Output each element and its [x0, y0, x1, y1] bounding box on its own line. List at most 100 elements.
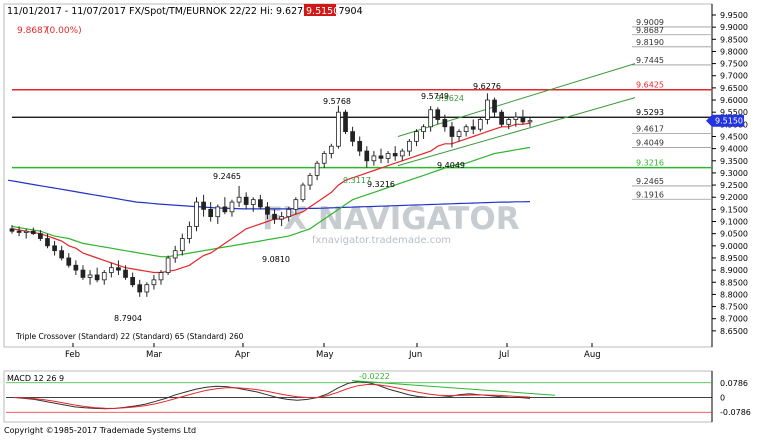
current-price-badge	[706, 114, 744, 127]
candle-body-30	[222, 206, 228, 213]
candle-body-63	[456, 131, 462, 137]
ma65-line	[11, 146, 531, 258]
candle-body-68	[492, 99, 497, 113]
candle-body-70	[506, 119, 512, 125]
price-annotation-5: 8.7904	[114, 314, 142, 323]
level-label-10: 9.1916	[636, 190, 664, 199]
candle-body-25	[187, 225, 192, 239]
level-label-9: 9.2465	[636, 177, 664, 186]
price-annotation-2: 9.6276	[473, 82, 501, 91]
candle-body-48	[350, 131, 355, 142]
candle-body-62	[449, 126, 455, 137]
price-tick-label-10: 9.4500	[720, 132, 748, 141]
price-tick-label-13: 9.3000	[720, 169, 748, 178]
price-tick-label-19: 9.0000	[720, 242, 748, 251]
current-price-label: 9.5150	[715, 117, 743, 126]
candle-body-19	[144, 284, 150, 293]
candle-body-66	[477, 119, 483, 130]
candle-body-11	[87, 274, 93, 278]
candle-body-46	[336, 111, 341, 147]
candle-body-67	[485, 99, 490, 120]
price-tick-label-5: 9.7000	[720, 72, 748, 81]
candle-body-37	[272, 213, 277, 220]
candle-body-1	[16, 230, 22, 233]
time-label-1: Mar	[146, 350, 163, 360]
macd-series-0	[13, 381, 531, 410]
price-tick-label-8: 9.5500	[720, 108, 748, 117]
price-tick-label-20: 8.9500	[720, 254, 748, 263]
price-tick-label-2: 9.8500	[720, 35, 748, 44]
level-label-8: 9.3216	[636, 159, 664, 168]
level-lines: 9.90099.86879.81909.74459.64259.52939.46…	[12, 18, 744, 200]
candle-body-51	[371, 155, 377, 162]
candle-body-35	[258, 199, 263, 208]
candle-body-5	[45, 238, 50, 247]
time-label-3: May	[316, 350, 334, 360]
macd-tick-label-2: -0.0786	[720, 408, 751, 417]
candle-body-60	[435, 109, 441, 120]
candle-body-72	[520, 116, 526, 123]
price-tick-label-11: 9.4000	[720, 145, 748, 154]
price-tick-label-24: 8.7500	[720, 303, 748, 312]
candle-body-13	[101, 272, 107, 281]
level-label-7: 9.4049	[636, 138, 664, 147]
time-label-6: Aug	[584, 350, 601, 360]
level-label-2: 9.8190	[636, 38, 664, 47]
candle-body-64	[463, 126, 469, 133]
price-tick-label-22: 8.8500	[720, 278, 748, 287]
macd-title: MACD 12 26 9	[7, 374, 64, 383]
price-tick-label-0: 9.9500	[720, 11, 748, 20]
candle-body-15	[116, 267, 121, 271]
price-annotations: 9.5768 9.5749 9.6276 9.2465 9.0810 8.7904 9.32…	[114, 82, 501, 323]
candle-body-42	[307, 174, 313, 186]
brand-url: fxnavigator.trademade.com	[312, 235, 451, 246]
price-annotation-6: 9.3216	[367, 180, 395, 189]
candle-body-17	[130, 276, 135, 286]
candle-body-65	[470, 126, 476, 130]
price-tick-label-23: 8.8000	[720, 290, 748, 299]
channel-lower	[397, 97, 636, 167]
level-label-5: 9.5293	[636, 108, 664, 117]
last-price-header-badge-bg	[304, 4, 336, 16]
candle-body-10	[80, 269, 86, 278]
candle-body-49	[357, 140, 363, 152]
candle-body-18	[137, 284, 143, 293]
macd-tick-label-1: 0	[720, 394, 725, 403]
price-tick-label-6: 9.6500	[720, 84, 748, 93]
candle-body-71	[513, 116, 519, 120]
level-label-1: 9.8687	[636, 26, 664, 35]
candle-body-56	[407, 140, 412, 152]
candle-body-53	[385, 153, 391, 159]
candle-body-26	[194, 201, 199, 227]
time-label-4: Jun	[408, 350, 422, 360]
candle-body-32	[236, 196, 242, 203]
price-tick-label-21: 8.9000	[720, 266, 748, 275]
time-axis: Feb Mar Apr May Jun Jul Aug	[65, 343, 601, 360]
candle-body-6	[52, 245, 57, 252]
price-tick-label-12: 9.3500	[720, 157, 748, 166]
price-annotation-0: 9.5768	[323, 97, 351, 106]
candle-body-41	[300, 184, 306, 201]
level-label-6: 9.4617	[636, 125, 664, 134]
macd-tick-label-0: 0.0786	[720, 379, 748, 388]
macd-series-1	[13, 383, 531, 409]
candle-body-23	[172, 250, 178, 259]
ma22-line	[11, 122, 531, 274]
price-annotation-7: 9.4049	[437, 161, 465, 170]
candle-body-39	[286, 208, 292, 218]
last-price-header-badge: 9.5150	[306, 6, 339, 17]
level-label-3: 9.7445	[636, 56, 664, 65]
chart-header-title: 11/01/2017 - 11/07/2017 FX/Spot/TM/EURNO…	[7, 6, 363, 17]
candle-body-12	[94, 274, 100, 281]
candle-body-3	[30, 230, 36, 235]
time-label-2: Apr	[235, 350, 250, 360]
candle-body-38	[279, 216, 284, 220]
candle-body-20	[151, 279, 157, 286]
candle-body-73	[527, 120, 533, 123]
ma22-path	[11, 122, 531, 274]
candle-body-54	[392, 153, 398, 157]
price-tick-label-7: 9.6000	[720, 96, 748, 105]
candle-body-14	[108, 267, 114, 273]
price-tick-label-26: 8.6500	[720, 327, 748, 336]
